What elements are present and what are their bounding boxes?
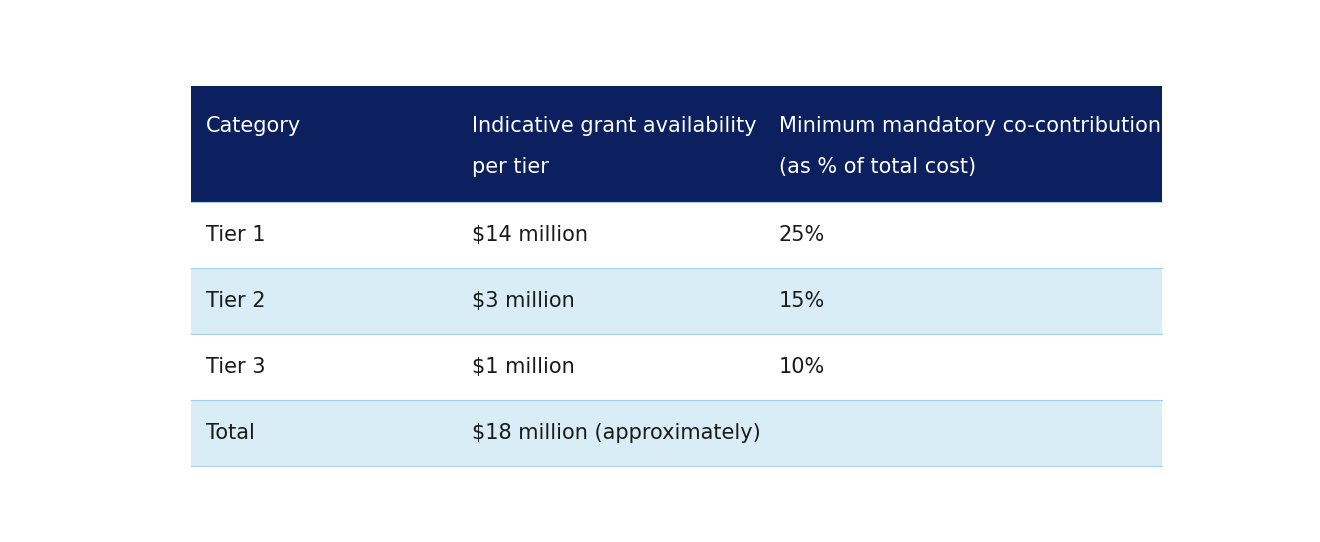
Text: Tier 2: Tier 2 bbox=[206, 291, 265, 311]
Bar bbox=[190, 268, 1163, 334]
Text: Indicative grant availability: Indicative grant availability bbox=[473, 117, 756, 137]
Text: 15%: 15% bbox=[779, 291, 825, 311]
Text: Minimum mandatory co-contribution: Minimum mandatory co-contribution bbox=[779, 117, 1160, 137]
Bar bbox=[190, 399, 1163, 466]
Bar bbox=[190, 86, 1163, 202]
Text: 10%: 10% bbox=[779, 357, 825, 377]
Bar bbox=[190, 334, 1163, 399]
Text: $18 million (approximately): $18 million (approximately) bbox=[473, 423, 760, 443]
Text: Total: Total bbox=[206, 423, 255, 443]
Text: (as % of total cost): (as % of total cost) bbox=[779, 157, 975, 177]
Text: $14 million: $14 million bbox=[473, 225, 587, 245]
Text: Tier 3: Tier 3 bbox=[206, 357, 265, 377]
Text: $1 million: $1 million bbox=[473, 357, 574, 377]
Text: $3 million: $3 million bbox=[473, 291, 574, 311]
Text: 25%: 25% bbox=[779, 225, 825, 245]
Bar bbox=[190, 202, 1163, 268]
Text: Category: Category bbox=[206, 117, 301, 137]
Text: Tier 1: Tier 1 bbox=[206, 225, 265, 245]
Text: per tier: per tier bbox=[473, 157, 549, 177]
